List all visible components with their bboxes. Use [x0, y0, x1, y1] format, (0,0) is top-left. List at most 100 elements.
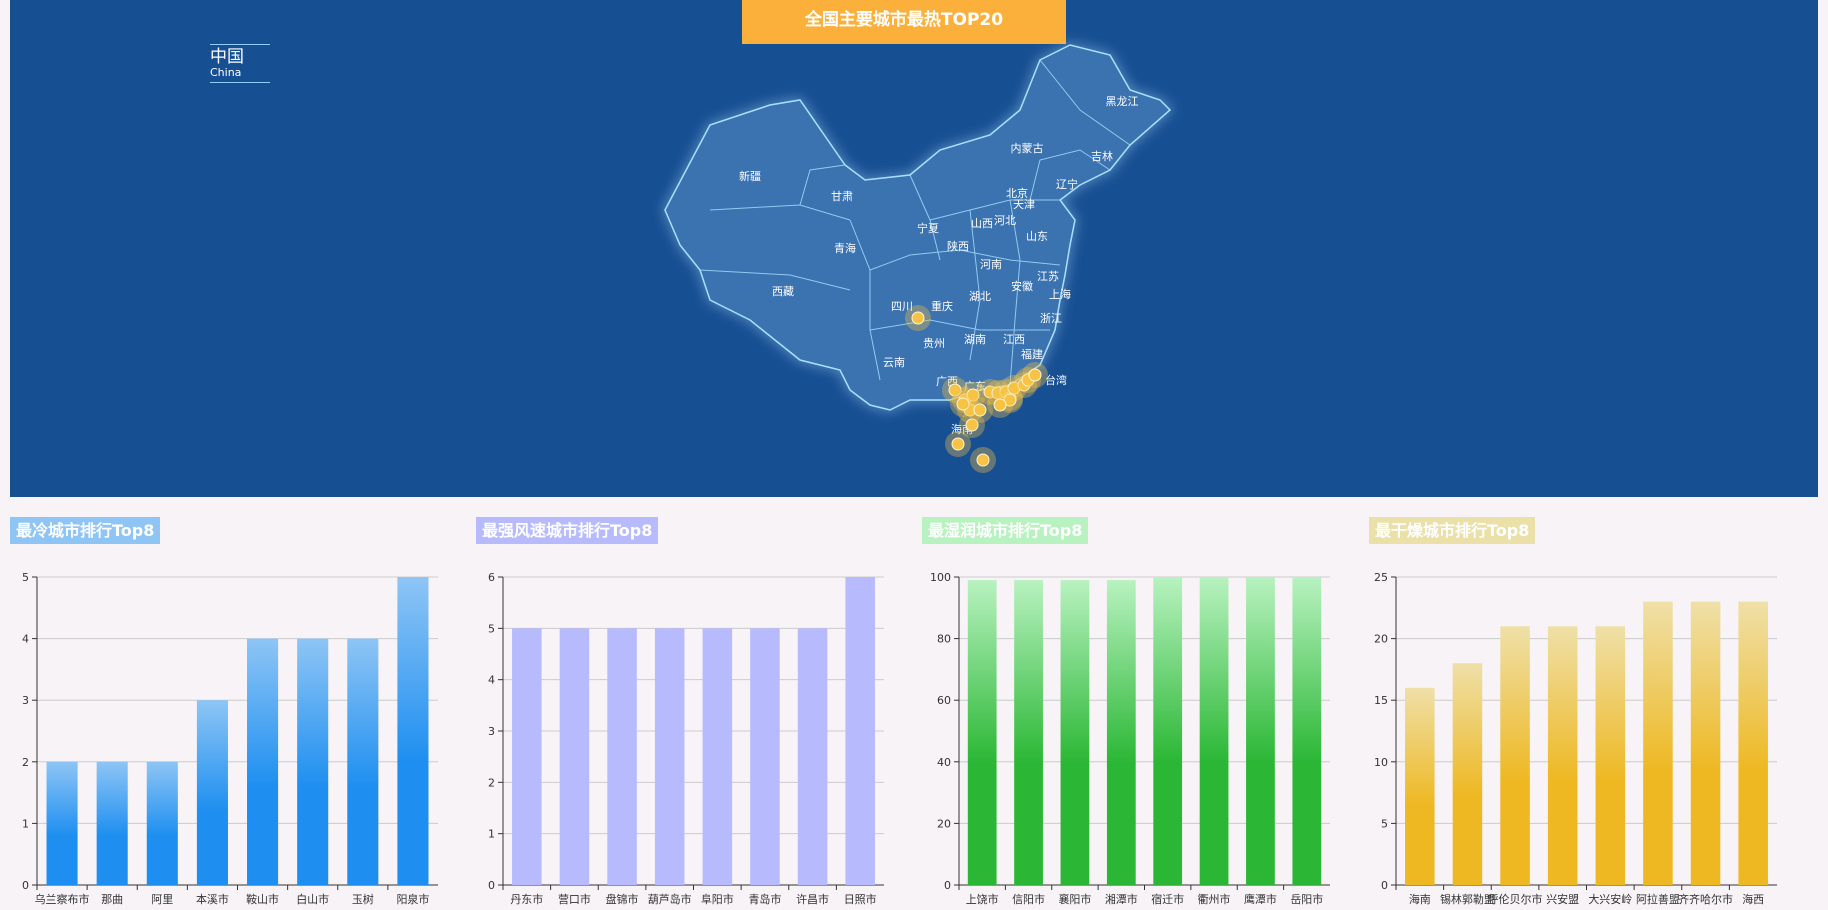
bar[interactable]	[397, 577, 429, 885]
province-label: 西藏	[772, 285, 794, 298]
province-label: 新疆	[739, 169, 761, 183]
province-label: 重庆	[931, 299, 953, 313]
y-tick-label: 3	[22, 694, 29, 707]
y-tick-label: 20	[937, 817, 951, 830]
province-label: 上海	[1049, 287, 1071, 301]
bar[interactable]	[845, 577, 875, 885]
bar[interactable]	[1014, 580, 1043, 885]
coldest-bar-chart: 0 1 2 3 4 5 乌兰察布市 那曲 阿里 本溪市 鞍山市 白山市 玉树 阳泉市	[22, 571, 438, 906]
y-tick-label: 3	[488, 725, 495, 738]
province-label: 宁夏	[917, 221, 939, 235]
bar[interactable]	[46, 761, 78, 885]
y-tick-label: 15	[1374, 694, 1388, 707]
y-tick-label: 80	[937, 633, 951, 646]
x-tick-label: 葫芦岛市	[648, 892, 692, 906]
province-label: 云南	[883, 356, 905, 369]
x-tick-label: 兴安盟	[1546, 892, 1579, 906]
bar[interactable]	[1595, 626, 1626, 885]
x-tick-label: 阳泉市	[396, 892, 429, 906]
province-label: 吉林	[1091, 149, 1113, 163]
x-tick-label: 鞍山市	[246, 892, 279, 906]
bar[interactable]	[247, 638, 279, 885]
hot-city-marker	[905, 305, 931, 331]
y-tick-label: 1	[22, 817, 29, 830]
bar[interactable]	[1738, 601, 1768, 885]
x-tick-label: 大兴安岭	[1588, 892, 1632, 906]
bar[interactable]	[1106, 580, 1136, 885]
bar[interactable]	[512, 628, 542, 885]
bar[interactable]	[797, 628, 828, 885]
bar[interactable]	[1246, 577, 1275, 885]
province-label: 天津	[1013, 198, 1035, 211]
bar[interactable]	[967, 580, 997, 885]
hot-city-marker	[967, 397, 993, 423]
x-tick-label: 湘潭市	[1105, 892, 1138, 906]
x-tick-label: 鹰潭市	[1244, 892, 1277, 906]
bar[interactable]	[607, 628, 637, 885]
x-tick-label: 那曲	[101, 893, 123, 906]
map-legend: 中国 China	[210, 44, 270, 83]
y-tick-label: 2	[22, 756, 29, 769]
province-label: 台湾	[1045, 373, 1067, 387]
bar[interactable]	[1643, 601, 1673, 885]
bar[interactable]	[1199, 577, 1229, 885]
bar[interactable]	[654, 628, 685, 885]
hot-city-marker	[1022, 362, 1048, 388]
y-tick-label: 0	[488, 879, 495, 892]
province-label: 黑龙江	[1106, 95, 1139, 108]
x-tick-label: 阿里	[151, 893, 173, 906]
x-tick-label: 海西	[1742, 892, 1764, 906]
x-tick-label: 襄阳市	[1058, 892, 1091, 906]
bar[interactable]	[297, 638, 329, 885]
x-tick-label: 宿迁市	[1151, 892, 1184, 906]
y-tick-label: 1	[488, 828, 495, 841]
province-label: 青海	[834, 241, 856, 255]
bar[interactable]	[1547, 626, 1578, 885]
hot-city-marker	[945, 431, 971, 457]
bar[interactable]	[1153, 577, 1183, 885]
province-label: 河北	[994, 214, 1016, 227]
bar[interactable]	[96, 761, 128, 885]
y-tick-label: 20	[1374, 633, 1388, 646]
province-label: 四川	[891, 300, 913, 313]
y-tick-label: 25	[1374, 571, 1388, 584]
x-tick-label: 海南	[1409, 892, 1431, 906]
hot-city-markers	[905, 305, 1048, 473]
x-tick-label: 阿拉善盟	[1636, 892, 1680, 906]
province-label: 湖南	[964, 333, 986, 346]
coldest-chart-title: 最冷城市排行Top8	[10, 517, 161, 544]
province-label: 安徽	[1011, 279, 1033, 293]
hot-city-marker	[959, 412, 985, 438]
province-label: 江西	[1003, 333, 1025, 346]
x-tick-label: 玉树	[352, 892, 374, 906]
bar[interactable]	[702, 628, 733, 885]
bar[interactable]	[1405, 687, 1435, 885]
bar[interactable]	[559, 628, 590, 885]
x-tick-label: 青岛市	[748, 892, 781, 906]
x-tick-label: 阜阳市	[701, 892, 734, 906]
y-tick-label: 5	[22, 571, 29, 584]
windiest-bar-chart: 0 1 2 3 4 5 6 丹东市 营口市 盘锦市 葫芦岛市 阜阳市 青岛市 许昌市 日照市	[488, 571, 884, 906]
bar[interactable]	[1452, 663, 1483, 885]
x-tick-label: 上饶市	[966, 892, 999, 906]
province-label: 江苏	[1037, 270, 1059, 283]
province-label: 山东	[1026, 230, 1048, 243]
bar[interactable]	[750, 628, 780, 885]
legend-label-zh: 中国	[210, 47, 244, 67]
bar[interactable]	[146, 761, 178, 885]
bar[interactable]	[196, 700, 228, 885]
bar[interactable]	[1292, 577, 1322, 885]
bar[interactable]	[1690, 601, 1721, 885]
province-label: 辽宁	[1056, 177, 1078, 191]
bar[interactable]	[347, 638, 379, 885]
x-tick-label: 信阳市	[1012, 892, 1045, 906]
china-outline	[664, 44, 1172, 411]
hot-city-marker	[987, 392, 1013, 418]
x-tick-label: 营口市	[558, 892, 591, 906]
province-label: 湖北	[969, 290, 991, 303]
bar[interactable]	[1060, 580, 1090, 885]
x-tick-label: 锡林郭勒盟	[1440, 892, 1495, 906]
bar[interactable]	[1500, 626, 1530, 885]
